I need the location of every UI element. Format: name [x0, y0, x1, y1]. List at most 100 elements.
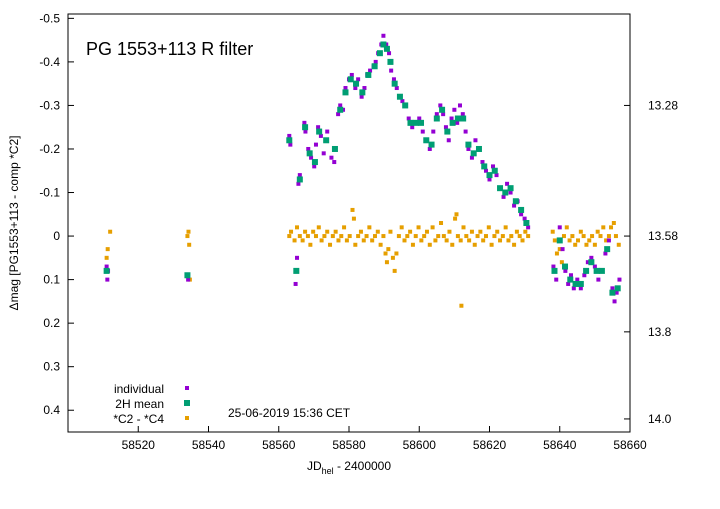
point-individual	[446, 138, 451, 143]
legend-label-individual: individual	[114, 382, 164, 396]
point-c2-c4	[453, 216, 458, 221]
point-2h-mean	[583, 267, 590, 274]
point-c2-c4	[472, 242, 477, 247]
point-individual	[353, 86, 358, 91]
point-individual	[387, 51, 392, 56]
point-c2-c4	[564, 225, 569, 230]
point-c2-c4	[576, 238, 581, 243]
point-c2-c4	[489, 242, 494, 247]
point-individual	[349, 72, 354, 77]
point-2h-mean	[572, 280, 579, 287]
point-c2-c4	[305, 234, 310, 239]
point-c2-c4	[455, 234, 460, 239]
point-c2-c4	[550, 229, 555, 234]
point-c2-c4	[319, 238, 324, 243]
x-tick-label: 58520	[122, 438, 156, 452]
point-individual	[318, 133, 323, 138]
point-c2-c4	[454, 212, 459, 217]
point-2h-mean	[551, 267, 558, 274]
y-tick-label: 0.2	[43, 316, 60, 330]
x-axis-label-rest: - 2400000	[334, 459, 392, 473]
point-individual	[400, 99, 405, 104]
point-2h-mean	[359, 89, 366, 96]
point-c2-c4	[347, 234, 352, 239]
point-c2-c4	[458, 238, 463, 243]
point-c2-c4	[578, 229, 583, 234]
x-tick-label: 58620	[473, 438, 507, 452]
point-individual	[443, 125, 448, 130]
data-points	[103, 33, 622, 308]
point-2h-mean	[184, 272, 191, 279]
point-individual	[466, 146, 471, 151]
point-c2-c4	[587, 238, 592, 243]
point-individual	[491, 164, 496, 169]
point-individual	[480, 160, 485, 165]
point-c2-c4	[416, 225, 421, 230]
point-individual	[519, 212, 524, 217]
point-individual	[455, 120, 460, 125]
point-c2-c4	[467, 238, 472, 243]
point-c2-c4	[104, 255, 109, 260]
point-individual	[391, 77, 396, 82]
point-individual	[381, 33, 386, 38]
point-individual	[452, 107, 457, 112]
x-axis-label-main: JD	[307, 459, 322, 473]
point-individual	[571, 286, 576, 291]
point-c2-c4	[492, 234, 497, 239]
point-2h-mean	[518, 206, 525, 213]
point-c2-c4	[557, 247, 562, 252]
point-individual	[362, 86, 367, 91]
point-c2-c4	[384, 260, 389, 265]
point-individual	[566, 281, 571, 286]
point-individual	[603, 251, 608, 256]
y-tick-label: 0	[53, 229, 60, 243]
point-individual	[487, 177, 492, 182]
point-2h-mean	[331, 145, 338, 152]
point-2h-mean	[407, 119, 414, 126]
y-tick-label: -0.1	[39, 186, 60, 200]
point-c2-c4	[295, 225, 300, 230]
point-individual	[614, 290, 619, 295]
point-c2-c4	[402, 238, 407, 243]
point-2h-mean	[604, 246, 611, 253]
point-2h-mean	[449, 119, 456, 126]
point-c2-c4	[598, 234, 603, 239]
point-c2-c4	[584, 242, 589, 247]
point-individual	[589, 255, 594, 260]
point-2h-mean	[296, 176, 303, 183]
point-individual	[501, 194, 506, 199]
chart-title: PG 1553+113 R filter	[86, 39, 253, 59]
y-tick-label: -0.3	[39, 98, 60, 112]
point-c2-c4	[439, 221, 444, 225]
point-2h-mean	[609, 289, 616, 296]
point-c2-c4	[427, 242, 432, 247]
point-individual	[463, 129, 468, 134]
point-c2-c4	[356, 234, 361, 239]
point-c2-c4	[353, 242, 358, 247]
point-c2-c4	[333, 229, 338, 234]
point-individual	[557, 225, 562, 230]
x-tick-label: 58580	[332, 438, 366, 452]
point-c2-c4	[410, 242, 415, 247]
point-2h-mean	[502, 189, 509, 196]
point-c2-c4	[378, 242, 383, 247]
point-2h-mean	[486, 172, 493, 179]
point-2h-mean	[433, 115, 440, 122]
point-2h-mean	[286, 137, 293, 144]
point-2h-mean	[103, 267, 110, 274]
x-tick-label: 58600	[403, 438, 437, 452]
point-individual	[427, 146, 432, 151]
point-c2-c4	[383, 251, 388, 256]
point-c2-c4	[498, 238, 503, 243]
point-c2-c4	[292, 238, 297, 243]
point-individual	[457, 103, 462, 108]
point-c2-c4	[394, 251, 399, 256]
point-2h-mean	[342, 89, 349, 96]
point-c2-c4	[187, 242, 192, 247]
point-c2-c4	[478, 229, 483, 234]
point-individual	[186, 277, 191, 282]
point-2h-mean	[316, 128, 323, 135]
x-axis: 58520 58540 58560 58580 58600 58620 58640 58660	[122, 426, 647, 452]
point-2h-mean	[311, 159, 318, 166]
